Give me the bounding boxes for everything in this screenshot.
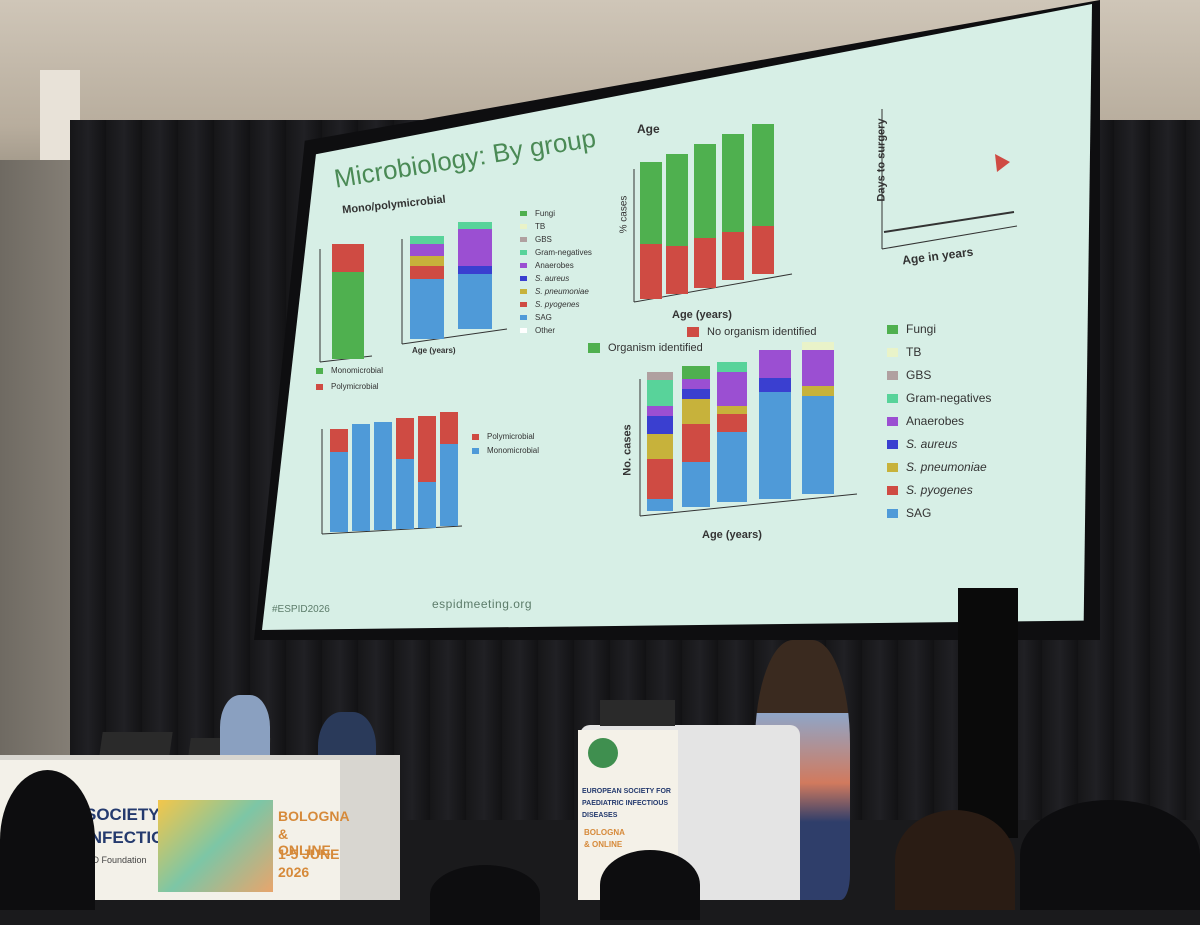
chart-age-organisms (639, 342, 858, 517)
chart-age-identified (633, 124, 793, 303)
legend-item-other: Other (520, 326, 555, 335)
legend-item-anaerobes: Anaerobes (520, 261, 574, 270)
age-x-label: Age (years) (672, 309, 732, 321)
legend-item-gbs: GBS (520, 235, 552, 244)
legend-monomicrobial-2: Monomicrobial (472, 446, 539, 455)
scatter-y-label: Days to surgery (875, 118, 888, 202)
audience-head-center (430, 865, 540, 925)
legend-item-s-pyogenes: S. pyogenes (520, 300, 579, 309)
legend-item-s-aureus: S. aureus (520, 274, 569, 283)
chart-organism-stacked (401, 222, 508, 345)
age-y-label: % cases (618, 195, 630, 234)
table-banner-dates: 1-5 JUNE (278, 846, 340, 862)
podium-monitor (600, 700, 675, 726)
legend-item-s-aureus: S. aureus (887, 437, 957, 451)
slide-charts (319, 109, 1018, 535)
legend-item-fungi: Fungi (887, 322, 936, 336)
table-banner-foundation: ID Foundation (90, 855, 147, 865)
audience-head-left (0, 770, 95, 910)
bologna-artwork (158, 800, 273, 892)
panel-age-title: Age (637, 122, 660, 136)
bar-mono (332, 272, 364, 359)
legend-monomicrobial: Monomicrobial (316, 366, 383, 375)
podium-banner-online: & ONLINE (584, 840, 623, 849)
legend-item-anaerobes: Anaerobes (887, 414, 964, 428)
legend-item-gram-negatives: Gram-negatives (520, 248, 592, 257)
legend-organism-identified: Organism identified (588, 342, 703, 354)
podium-banner-line3: DISEASES (582, 812, 618, 819)
espid-logo (588, 738, 618, 768)
legend-polymicrobial: Polymicrobial (316, 382, 379, 391)
legend-item-s-pyogenes: S. pyogenes (887, 483, 973, 497)
legend-polymicrobial-2: Polymicrobial (472, 432, 535, 441)
legend-item-fungi: Fungi (520, 209, 555, 218)
legend-item-s-pneumoniae: S. pneumoniae (520, 287, 589, 296)
slide-hashtag: #ESPID2026 (272, 604, 330, 615)
table-banner-online: & ONLINE (278, 826, 331, 858)
audience-head-far-right (1020, 800, 1200, 910)
legend-item-tb: TB (520, 222, 545, 231)
legend-item-gbs: GBS (887, 368, 931, 382)
mini-x-label: Age (years) (412, 346, 456, 355)
legend-no-organism: No organism identified (687, 326, 816, 338)
legend-item-sag: SAG (887, 506, 931, 520)
legend-item-sag: SAG (520, 313, 552, 322)
legend-item-tb: TB (887, 345, 921, 359)
podium-banner-line1: EUROPEAN SOCIETY FOR (582, 788, 671, 795)
chart-mono-poly (319, 244, 373, 363)
chart-organism-monopoly (321, 412, 463, 535)
audience-head-right (895, 810, 1015, 910)
slide-website: espidmeeting.org (432, 597, 533, 611)
speaker-cabinet (958, 588, 1018, 838)
legend-item-s-pneumoniae: S. pneumoniae (887, 460, 987, 474)
chart-scatter-days (881, 109, 1018, 250)
big-x-label: Age (years) (702, 529, 762, 541)
podium-banner-line2: PAEDIATRIC INFECTIOUS (582, 800, 669, 807)
presentation-slide: Microbiology: By group Mono/polymicrobia… (262, 4, 1092, 630)
legend-item-gram-negatives: Gram-negatives (887, 391, 991, 405)
audience-head-mid (600, 850, 700, 920)
podium-banner-city: BOLOGNA (584, 828, 625, 837)
bar-poly (332, 244, 364, 272)
table-banner-year: 2026 (278, 864, 310, 880)
table-banner-city: BOLOGNA (278, 808, 350, 824)
big-y-label: No. cases (621, 424, 634, 476)
